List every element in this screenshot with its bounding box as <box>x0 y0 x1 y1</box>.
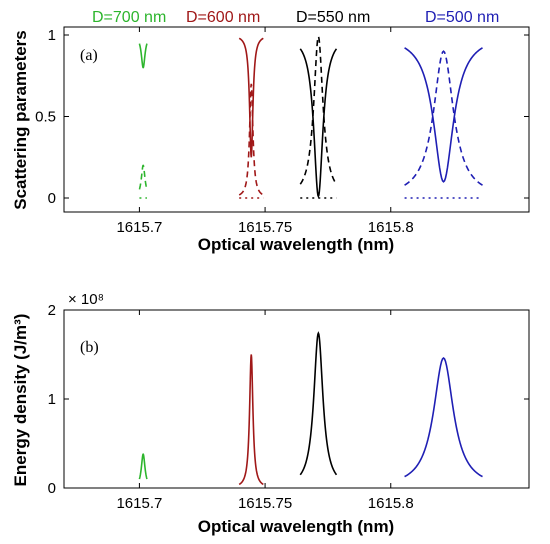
panel-label-b: (b) <box>80 339 99 356</box>
y-tick-label: 0 <box>48 480 56 497</box>
energy-curve-d600 <box>238 354 264 486</box>
series-label-d500: D=500 nm <box>425 9 499 26</box>
x-tick-label: 1615.7 <box>116 495 162 512</box>
y-tick-label: 0.5 <box>35 109 56 126</box>
transmission-curve-d600 <box>238 37 264 158</box>
transmission-curve-d700 <box>138 43 148 69</box>
x-tick-label: 1615.75 <box>238 495 292 512</box>
plot-frame-a <box>63 26 530 213</box>
plot-frame-b <box>63 309 530 489</box>
y-tick-label: 1 <box>48 391 56 408</box>
reflection-curve-d550 <box>299 34 338 185</box>
energy-curve-d500 <box>404 357 483 478</box>
x-tick-label: 1615.8 <box>368 219 414 236</box>
energy-panel: (b) × 10⁸ 1615.7 1615.75 1615.8 0 1 2 Optical… <box>11 291 530 536</box>
reflection-curve-d600 <box>238 83 264 196</box>
energy-curve-d550 <box>299 331 338 476</box>
reflection-curve-d500 <box>404 50 483 186</box>
y-axis-label-a: Scattering parameters <box>11 30 30 210</box>
x-axis-label-b: Optical wavelength (nm) <box>198 517 394 536</box>
series-label-d550: D=550 nm <box>296 9 370 26</box>
y-tick-label: 1 <box>48 27 56 44</box>
transmission-curve-d550 <box>299 48 338 199</box>
series-label-d700: D=700 nm <box>92 9 166 26</box>
y-axis-label-b: Energy density (J/m³) <box>11 314 30 487</box>
x-tick-label: 1615.8 <box>368 495 414 512</box>
y-multiplier-b: × 10⁸ <box>68 291 104 308</box>
energy-curve-d700 <box>138 453 148 480</box>
series-label-d600: D=600 nm <box>186 9 260 26</box>
panel-label-a: (a) <box>80 47 98 64</box>
scattering-panel: (a) 1615.7 1615.75 1615.8 0 0.5 1 Optical wav… <box>11 26 530 254</box>
transmission-curve-d500 <box>404 47 483 183</box>
y-tick-label: 2 <box>48 302 56 319</box>
x-tick-label: 1615.7 <box>116 219 162 236</box>
x-axis-label-a: Optical wavelength (nm) <box>198 235 394 254</box>
reflection-curve-d700 <box>138 164 148 190</box>
y-tick-label: 0 <box>48 190 56 207</box>
x-tick-label: 1615.75 <box>238 219 292 236</box>
